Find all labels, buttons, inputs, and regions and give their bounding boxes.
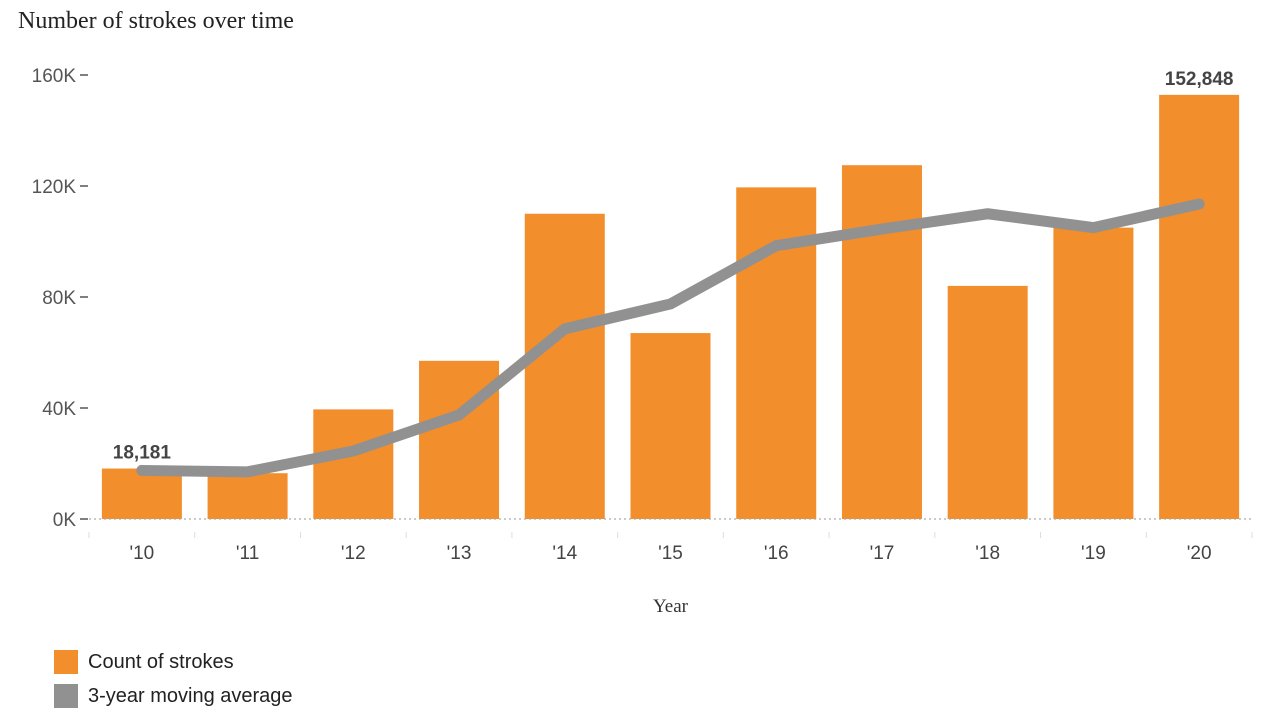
legend: Count of strokes 3-year moving average: [54, 645, 293, 713]
y-tick-label: 120K: [32, 177, 77, 198]
bar: [841, 165, 922, 519]
data-labels: 18,181 152,848: [113, 69, 1234, 464]
y-tick-label: 0K: [53, 510, 77, 531]
x-tick-label: '13: [447, 543, 472, 564]
bar: [419, 360, 500, 519]
y-axis: 0K 40K 80K 120K 160K: [32, 66, 88, 531]
x-tick-label: '16: [764, 543, 789, 564]
bar: [1053, 227, 1134, 519]
y-tick-label: 160K: [32, 66, 77, 87]
moving-average-series: [136, 198, 1205, 478]
x-tick-label: '17: [870, 543, 895, 564]
y-tick-label: 80K: [42, 288, 76, 309]
bar: [207, 473, 288, 519]
x-tick-label: '18: [975, 543, 1000, 564]
bar: [630, 333, 711, 519]
legend-swatch-count: [54, 650, 78, 674]
y-tick-label: 40K: [42, 399, 76, 420]
x-tick-label: '20: [1187, 543, 1212, 564]
legend-swatch-average: [54, 684, 78, 708]
x-axis-title: Year: [653, 596, 689, 617]
data-label: 18,181: [113, 443, 172, 464]
bar: [524, 213, 605, 519]
x-tick-label: '11: [236, 543, 259, 564]
x-tick-label: '12: [341, 543, 366, 564]
x-tick-label: '14: [552, 543, 577, 564]
chart-title: Number of strokes over time: [18, 8, 294, 34]
bar-series: [101, 94, 1240, 519]
bar: [1159, 94, 1240, 519]
data-label: 152,848: [1165, 69, 1234, 90]
bar: [101, 468, 182, 519]
moving-average-line: [136, 198, 1205, 478]
x-tick-label: '15: [658, 543, 683, 564]
x-axis: '10 '11 '12 '13 '14 '15 '16 '17 '18 '19 '20: [88, 532, 1253, 564]
x-tick-label: '19: [1081, 543, 1106, 564]
bar: [947, 285, 1028, 519]
legend-item-average: 3-year moving average: [54, 679, 293, 713]
legend-item-count: Count of strokes: [54, 645, 293, 679]
legend-label-average: 3-year moving average: [88, 684, 293, 707]
legend-label-count: Count of strokes: [88, 650, 234, 673]
bar: [313, 409, 394, 519]
x-tick-label: '10: [129, 543, 154, 564]
